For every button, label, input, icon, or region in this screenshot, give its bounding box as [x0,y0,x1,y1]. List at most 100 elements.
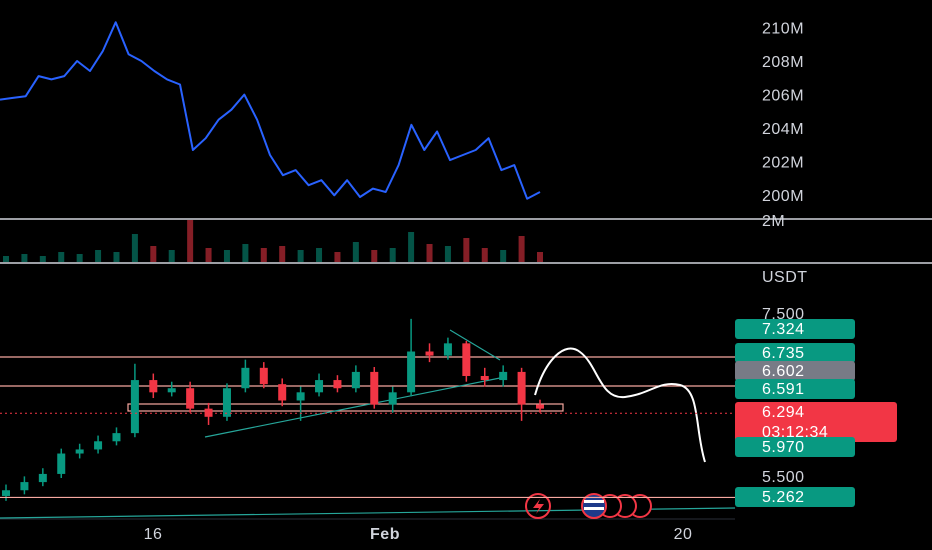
x-tick-label: 20 [674,526,693,543]
candle-body [536,404,544,409]
volume-bar [352,242,359,262]
price-label-box [735,343,855,363]
y-tick-label: 208M [762,54,804,71]
y-tick-label: 200M [762,188,804,205]
trendline [449,329,501,361]
y-tick-label: 206M [762,87,804,104]
volume-bar [444,246,451,262]
candle-body [204,408,213,417]
volume-bar [168,250,175,262]
candle-body [112,433,121,442]
trendline [204,376,506,438]
candle-body [315,380,324,393]
volume-bar [150,246,157,262]
volume-bar [131,234,138,262]
price-label: 6.602 [762,363,805,380]
volume-bar [187,220,194,262]
volume-bar [334,252,341,262]
drawings [0,329,736,519]
volume-bar [500,250,507,262]
currency-label: USDT [762,269,808,286]
candle-body [296,392,305,401]
price-label: 6.591 [762,381,805,398]
candle-body [407,351,416,393]
candle-body [130,380,139,434]
projection-curve [534,347,706,463]
volume-bar [297,250,304,262]
y-tick-label: 2M [762,213,785,230]
volume-bar [205,248,212,262]
volume-bar [95,250,102,262]
x-tick-label: Feb [370,526,400,543]
volume-bar [21,254,28,262]
volume-bar [39,256,46,262]
candle-body [94,441,103,450]
candle-body [480,375,489,381]
candle-body [167,388,176,393]
candle-body [462,343,471,376]
volume-bar [58,252,65,262]
candle-body [2,490,10,496]
volume-bar [518,236,525,262]
volume-bar [481,248,488,262]
price-label: 6.294 [762,404,805,421]
price-label-box [735,379,855,399]
volume-bar [537,252,543,262]
price-label-box [735,437,855,457]
candle-body [517,371,526,405]
volume-bar [426,244,433,262]
volume-bar [260,248,267,262]
candle-body [241,367,250,389]
candle-body [75,449,84,454]
candle-body [259,367,268,385]
candle-body [222,388,231,417]
y-tick-label: 204M [762,121,804,138]
volume-bar [279,246,286,262]
volume-bar [408,232,415,262]
candle-body [499,371,508,381]
price-label-box [735,402,897,442]
price-label: 7.324 [762,321,805,338]
range-box [127,403,564,412]
volume-bar [316,248,323,262]
candle-body [425,351,434,356]
volume-bar [371,250,378,262]
y-tick-label: 5.500 [762,469,805,486]
candle-body [388,392,397,405]
flag-stripe [584,507,604,510]
price-label: 6.735 [762,345,805,362]
y-tick-label: 210M [762,20,804,37]
candle-body [57,453,66,474]
volume-bar [76,254,83,262]
volume-bar [389,248,396,262]
y-tick-label: 7.500 [762,306,805,323]
candle-body [351,371,360,389]
price-label: 5.262 [762,489,805,506]
volume-bar [3,256,9,262]
price-label-box [735,319,855,339]
price-label-box [735,361,855,381]
event-icon[interactable] [525,493,551,519]
volume-bar [242,244,249,262]
candle-body [186,388,195,409]
price-label-box [735,487,855,507]
volume-bar [113,252,120,262]
y-tick-label: 202M [762,155,804,172]
price-label: 5.970 [762,439,805,456]
candle-body [333,380,342,389]
candle-body [370,371,379,405]
flag-stripe [584,500,604,503]
candle-body [38,473,47,483]
volume-bar [463,238,470,262]
countdown: 03:12:34 [762,424,828,441]
candle-body [443,343,452,356]
candle-body [149,380,158,393]
candle-body [20,482,29,491]
price-line [0,21,541,200]
x-tick-label: 16 [144,526,163,543]
candle-body [278,384,287,401]
event-icon-glyph [533,499,544,514]
volume-bar [223,250,230,262]
